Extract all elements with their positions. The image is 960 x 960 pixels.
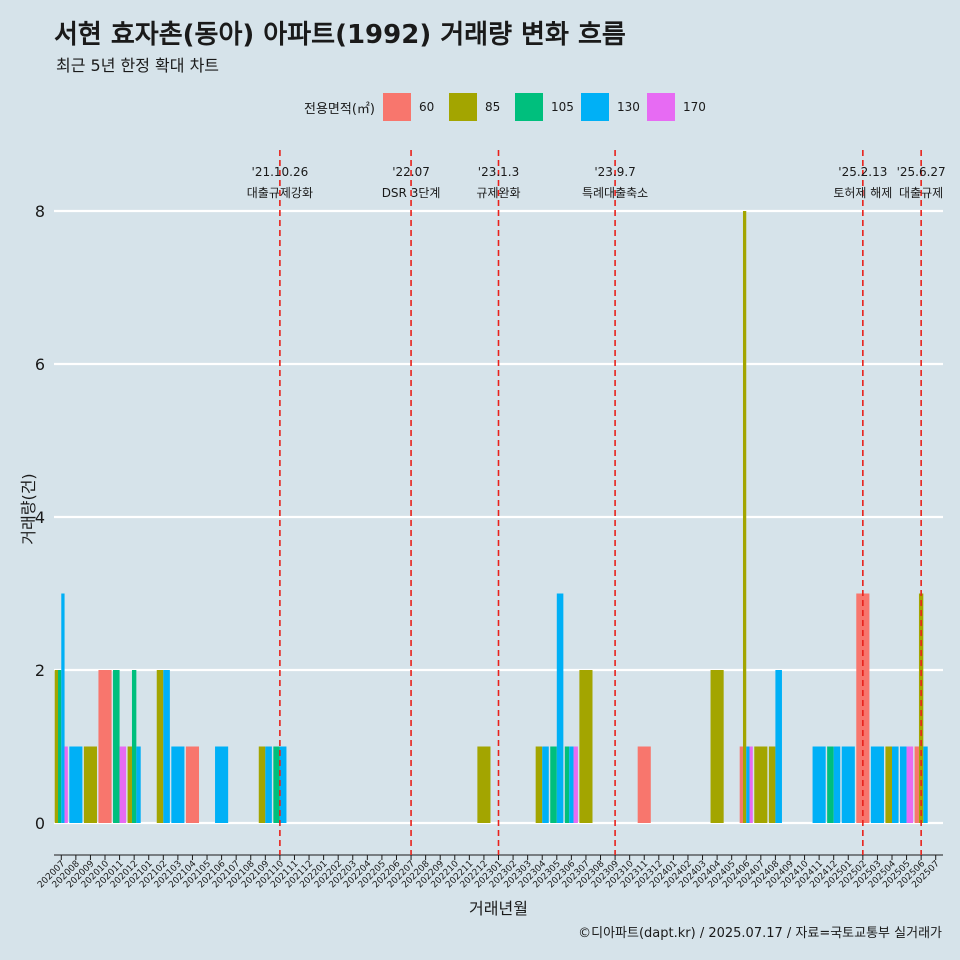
bar-170-202011 [119,746,127,823]
event-date: '25.2.13 [838,165,887,179]
event-label: 토허제 해제 [833,186,892,200]
chart-subtitle: 최근 5년 한정 확대 차트 [56,56,220,75]
bar-130-202505 [900,746,907,823]
bar-60-202311 [637,746,651,823]
bar-130-202408 [775,670,782,823]
bar-85-202404 [710,670,724,823]
bar-85-202406 [742,211,747,823]
bar-85-202007 [54,670,59,823]
legend-label-170: 170 [682,100,706,114]
y-tick-label: 4 [35,508,45,527]
event-date: '22.07 [392,165,430,179]
chart-title: 서현 효자촌(동아) 아파트(1992) 거래량 변화 흐름 [54,20,626,50]
legend-item-60: 60 [382,93,441,121]
bar-170-202505 [906,746,914,823]
y-tick-label: 8 [35,202,45,221]
legend-label-85: 85 [484,100,501,114]
legend-swatch-130 [580,93,609,121]
bar-60-202406 [739,746,743,823]
bar-170-202007 [64,746,68,823]
bar-130-202306 [569,746,574,823]
bar-130-202106 [215,746,229,823]
event-label: 대출규제강화 [247,186,313,200]
bar-85-202408 [768,746,776,823]
legend-swatch-85 [448,93,477,121]
event-label: 대출규제 [899,186,943,200]
bar-130-202007 [61,593,65,823]
bar-105-202007 [58,670,62,823]
legend-label-60: 60 [418,100,435,114]
bar-105-202306 [564,746,570,823]
bar-60-202104 [185,746,200,823]
y-axis-title: 거래량(건) [19,473,38,544]
bar-130-202412 [833,746,841,823]
legend-title: 전용면적(㎡) [304,101,375,117]
event-label: DSR 3단계 [382,186,441,200]
bar-85-202012 [127,746,132,823]
legend: 전용면적(㎡) 60 85 105 130 170 [304,92,713,122]
bar-105-202012 [131,670,137,823]
bar-85-202506 [918,593,924,823]
legend-label-130: 130 [616,100,640,114]
event-label: 규제완화 [476,186,520,200]
event-date: '23.1.3 [478,165,519,179]
bar-60-202502 [856,593,870,823]
bar-130-202305 [556,593,564,823]
legend-swatch-170 [646,93,675,121]
legend-swatch-60 [382,93,411,121]
legend-item-130: 130 [580,93,640,121]
bar-60-202506 [914,746,919,823]
bar-85-202407 [754,746,768,823]
y-tick-label: 2 [35,661,45,680]
bar-130-202503 [870,746,884,823]
bar-130-202109 [265,746,272,823]
legend-swatch-105 [514,93,543,121]
bar-130-202411 [812,746,826,823]
bar-130-202504 [891,746,899,823]
bar-130-202008 [69,746,83,823]
bar-105-202412 [827,746,834,823]
bar-130-202110 [279,746,287,823]
legend-item-170: 170 [646,93,706,121]
event-date: '25.6.27 [897,165,946,179]
bar-130-202102 [163,670,170,823]
bar-85-202109 [258,746,266,823]
bar-130-202103 [171,746,185,823]
bar-85-202009 [83,746,97,823]
source-caption: ©디아파트(dapt.kr) / 2025.07.17 / 자료=국토교통부 실… [578,926,942,941]
event-date: '21.10.26 [252,165,309,179]
bar-85-202504 [885,746,892,823]
bar-130-202304 [542,746,549,823]
legend-item-85: 85 [448,93,507,121]
bar-85-202307 [579,670,593,823]
bar-170-202406 [749,746,753,823]
bar-130-202506 [923,746,928,823]
y-tick-label: 6 [35,355,45,374]
bar-85-202102 [156,670,164,823]
bar-85-202212 [477,746,491,823]
bar-170-202306 [573,746,578,823]
event-label: 특례대출축소 [582,186,648,200]
legend-label-105: 105 [550,100,574,114]
event-date: '23.9.7 [594,165,635,179]
bar-130-202501 [841,746,855,823]
bar-85-202304 [535,746,543,823]
bar-130-202406 [746,746,750,823]
bar-105-202011 [113,670,120,823]
y-tick-label: 0 [35,814,45,833]
legend-item-105: 105 [514,93,574,121]
bar-60-202010 [98,670,112,823]
x-axis-title: 거래년월 [469,899,528,918]
bar-130-202012 [136,746,141,823]
bar-105-202305 [550,746,557,823]
bar-105-202110 [273,746,280,823]
